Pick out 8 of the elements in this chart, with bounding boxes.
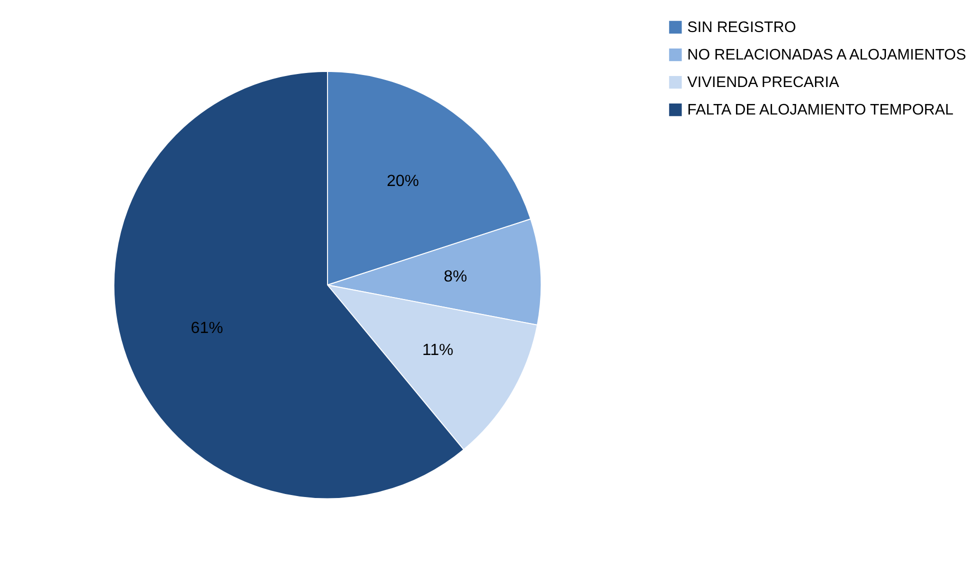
data-label: 11% [422, 340, 454, 359]
data-label: 20% [386, 172, 419, 190]
data-label: 61% [190, 319, 224, 338]
legend-label: SIN REGISTRO [687, 19, 796, 36]
legend-label: FALTA DE ALOJAMIENTO TEMPORAL [687, 102, 954, 119]
legend-label: VIVIENDA PRECARIA [687, 74, 840, 92]
legend-label: NO RELACIONADAS A ALOJAMIENTOS [687, 46, 966, 64]
data-label: 8% [444, 268, 468, 286]
